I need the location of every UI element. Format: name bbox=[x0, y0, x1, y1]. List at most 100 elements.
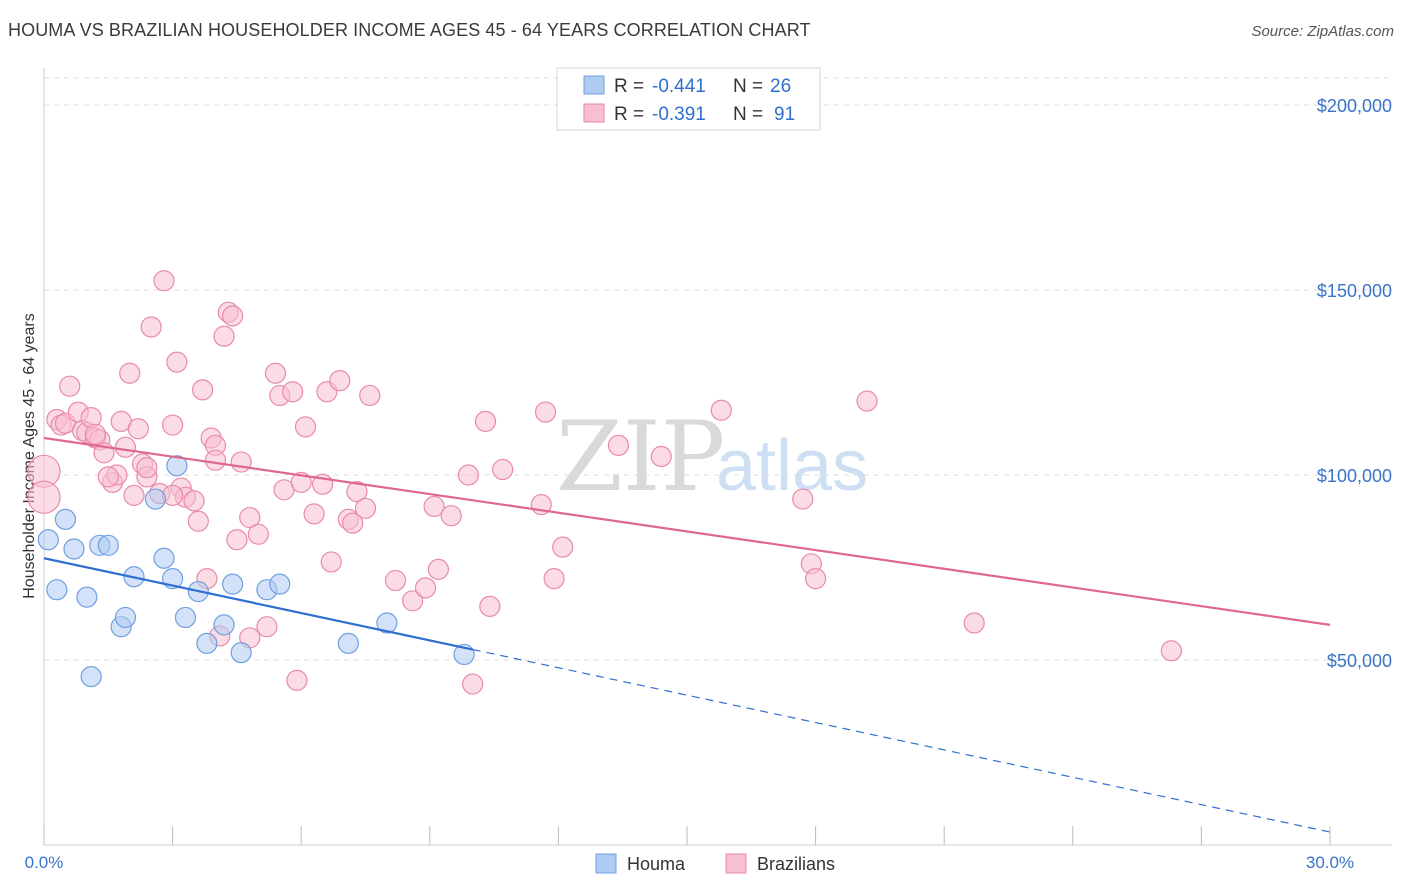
bottom-legend-label-houma: Houma bbox=[627, 854, 686, 874]
trend-lines bbox=[43, 436, 1331, 833]
watermark-atlas: atlas bbox=[716, 426, 868, 506]
y-tick-label-2: $100,000 bbox=[1317, 466, 1392, 486]
brazilians-point-16 bbox=[114, 436, 137, 458]
houma-trend-extension bbox=[472, 648, 1331, 833]
houma-point-5 bbox=[80, 666, 102, 688]
brazilians-point-70 bbox=[492, 458, 514, 481]
brazilians-point-25 bbox=[162, 414, 184, 436]
brazilians-point-73 bbox=[543, 567, 565, 590]
brazilians-point-49 bbox=[294, 416, 317, 438]
brazilians-point-54 bbox=[329, 370, 351, 392]
brazilians-point-43 bbox=[256, 616, 278, 638]
legend-swatch-brazilians bbox=[583, 103, 605, 123]
houma-point-7 bbox=[97, 534, 119, 556]
bottom-legend-swatch-brazilians bbox=[725, 853, 747, 874]
houma-point-9 bbox=[114, 606, 137, 629]
brazilians-point-59 bbox=[359, 384, 381, 407]
brazilians-point-26 bbox=[166, 351, 188, 373]
brazilians-point-64 bbox=[427, 558, 449, 580]
bottom-legend: Houma Brazilians bbox=[595, 853, 835, 874]
brazilians-point-61 bbox=[402, 590, 424, 612]
brazilians-point-24 bbox=[153, 270, 175, 292]
brazilians-point-30 bbox=[187, 510, 209, 532]
houma-trend-line bbox=[43, 557, 473, 651]
brazilians-points bbox=[27, 270, 1182, 695]
watermark-zip: ZIP bbox=[556, 401, 725, 513]
x-tick-label-min: 0.0% bbox=[25, 853, 64, 872]
brazilians-point-53 bbox=[320, 551, 342, 573]
legend-r-value-houma: -0.441 bbox=[652, 76, 706, 97]
houma-point-4 bbox=[76, 586, 98, 608]
brazilians-point-41 bbox=[239, 506, 261, 529]
houma-point-1 bbox=[46, 579, 68, 601]
brazilians-point-82 bbox=[963, 612, 985, 634]
legend-r-label-brazilians: R = bbox=[614, 104, 644, 125]
brazilians-point-75 bbox=[607, 434, 630, 456]
brazilians-point-18 bbox=[123, 484, 145, 506]
brazilians-point-17 bbox=[119, 362, 141, 384]
brazilians-point-40 bbox=[230, 451, 252, 473]
legend-n-label-brazilians: N = bbox=[733, 104, 763, 125]
houma-point-23 bbox=[337, 632, 359, 654]
brazilians-point-66 bbox=[457, 464, 479, 486]
houma-point-19 bbox=[222, 573, 244, 595]
x-tick-label-max: 30.0% bbox=[1306, 853, 1354, 872]
houma-point-0 bbox=[37, 529, 59, 551]
brazilians-point-22 bbox=[140, 316, 162, 338]
brazilians-point-44 bbox=[264, 362, 287, 384]
brazilians-point-36 bbox=[213, 325, 235, 347]
y-tick-label-0: $200,000 bbox=[1317, 96, 1392, 116]
source-credit: Source: ZipAtlas.com bbox=[1251, 23, 1394, 40]
brazilians-point-29 bbox=[183, 490, 205, 512]
houma-point-14 bbox=[166, 455, 188, 477]
brazilians-point-89 bbox=[290, 471, 312, 493]
brazilians-point-78 bbox=[792, 488, 814, 510]
brazilians-point-60 bbox=[384, 569, 407, 592]
brazilians-point-72 bbox=[534, 401, 557, 423]
y-tick-labels: $200,000 $150,000 $100,000 $50,000 bbox=[1317, 96, 1392, 671]
legend-swatch-houma bbox=[583, 75, 605, 95]
gridlines bbox=[44, 77, 1392, 661]
brazilians-point-50 bbox=[303, 503, 325, 525]
brazilians-point-63 bbox=[423, 495, 445, 518]
legend-n-label-houma: N = bbox=[733, 76, 763, 97]
brazilians-point-65 bbox=[440, 505, 462, 527]
brazilians-point-47 bbox=[282, 381, 304, 403]
brazilians-point-67 bbox=[462, 673, 484, 695]
legend: R = -0.441 N = 26 R = -0.391 N = 91 bbox=[556, 67, 821, 131]
houma-point-18 bbox=[213, 614, 235, 636]
brazilians-point-83 bbox=[1160, 640, 1182, 662]
brazilians-point-38 bbox=[222, 305, 244, 327]
brazilians-point-81 bbox=[856, 390, 878, 412]
legend-r-label-houma: R = bbox=[614, 76, 644, 97]
brazilians-point-88 bbox=[136, 457, 158, 479]
houma-point-24 bbox=[376, 612, 398, 634]
chart-title: HOUMA VS BRAZILIAN HOUSEHOLDER INCOME AG… bbox=[8, 20, 811, 40]
houma-point-20 bbox=[230, 641, 252, 664]
brazilians-point-80 bbox=[804, 567, 827, 590]
brazilians-point-42 bbox=[247, 523, 269, 545]
houma-point-11 bbox=[144, 488, 167, 510]
legend-n-value-houma: 26 bbox=[770, 76, 791, 97]
houma-point-12 bbox=[153, 547, 175, 569]
brazilians-point-86 bbox=[97, 466, 119, 488]
houma-points bbox=[37, 455, 475, 688]
brazilians-point-57 bbox=[346, 481, 368, 503]
brazilians-point-31 bbox=[192, 379, 214, 401]
houma-point-17 bbox=[196, 632, 218, 654]
brazilians-point-74 bbox=[552, 536, 574, 558]
legend-n-value-brazilians: 91 bbox=[774, 104, 795, 125]
brazilians-point-5 bbox=[59, 375, 81, 397]
brazilians-point-69 bbox=[479, 595, 501, 617]
brazilians-point-76 bbox=[650, 445, 672, 468]
brazilians-point-62 bbox=[414, 577, 437, 599]
brazilians-point-68 bbox=[474, 410, 497, 432]
brazilians-point-56 bbox=[342, 512, 364, 534]
brazilians-point-1 bbox=[27, 480, 61, 514]
bottom-legend-swatch-houma bbox=[595, 853, 617, 874]
brazilians-point-39 bbox=[226, 529, 248, 551]
y-axis-label: Householder Income Ages 45 - 64 years bbox=[21, 313, 38, 599]
houma-point-2 bbox=[54, 508, 77, 531]
brazilians-point-35 bbox=[204, 449, 227, 471]
